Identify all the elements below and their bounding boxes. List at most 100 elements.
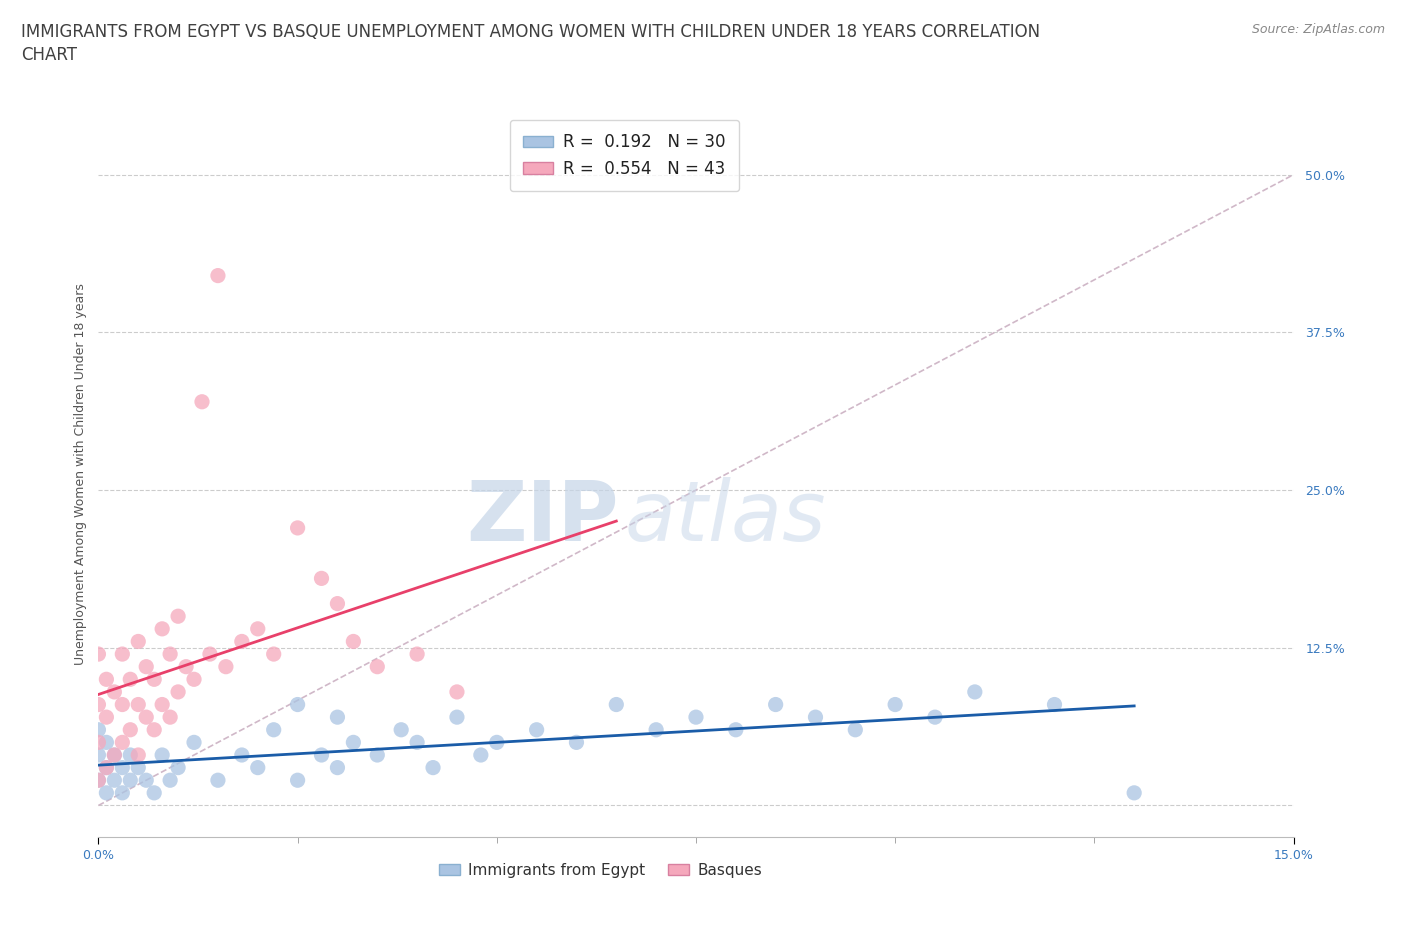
Point [87, 773, 110, 788]
Point [103, 748, 125, 763]
Point [111, 646, 134, 661]
Point [804, 710, 827, 724]
Point [342, 634, 364, 649]
Point [174, 659, 197, 674]
Point [120, 748, 142, 763]
Point [924, 710, 946, 724]
Point [183, 671, 205, 686]
Point [120, 723, 142, 737]
Point [111, 786, 134, 801]
Point [215, 659, 238, 674]
Point [191, 394, 214, 409]
Legend: Immigrants from Egypt, Basques: Immigrants from Egypt, Basques [433, 857, 768, 884]
Point [150, 698, 173, 712]
Point [406, 646, 429, 661]
Point [143, 786, 166, 801]
Point [1043, 698, 1066, 712]
Point [96, 760, 118, 775]
Point [103, 684, 125, 699]
Point [87, 748, 110, 763]
Point [120, 773, 142, 788]
Point [167, 609, 190, 624]
Point [446, 684, 468, 699]
Point [183, 735, 205, 750]
Point [127, 698, 149, 712]
Point [366, 748, 388, 763]
Point [96, 760, 118, 775]
Point [263, 723, 285, 737]
Point [127, 760, 149, 775]
Point [103, 748, 125, 763]
Point [366, 659, 388, 674]
Point [198, 646, 221, 661]
Point [111, 698, 134, 712]
Point [470, 748, 492, 763]
Point [326, 760, 349, 775]
Text: CHART: CHART [21, 46, 77, 64]
Point [111, 760, 134, 775]
Text: ZIP: ZIP [465, 477, 619, 558]
Point [135, 773, 157, 788]
Point [311, 571, 333, 586]
Point [87, 698, 110, 712]
Point [231, 634, 253, 649]
Point [685, 710, 707, 724]
Point [724, 723, 747, 737]
Point [389, 723, 412, 737]
Text: IMMIGRANTS FROM EGYPT VS BASQUE UNEMPLOYMENT AMONG WOMEN WITH CHILDREN UNDER 18 : IMMIGRANTS FROM EGYPT VS BASQUE UNEMPLOY… [21, 23, 1040, 41]
Point [87, 773, 110, 788]
Point [963, 684, 986, 699]
Point [167, 760, 190, 775]
Point [446, 710, 468, 724]
Point [150, 621, 173, 636]
Point [96, 671, 118, 686]
Point [143, 723, 166, 737]
Y-axis label: Unemployment Among Women with Children Under 18 years: Unemployment Among Women with Children U… [75, 284, 87, 665]
Point [231, 748, 253, 763]
Point [167, 684, 190, 699]
Point [246, 621, 269, 636]
Point [127, 748, 149, 763]
Point [159, 773, 181, 788]
Text: atlas: atlas [624, 477, 825, 558]
Point [127, 634, 149, 649]
Point [96, 710, 118, 724]
Point [342, 735, 364, 750]
Point [287, 773, 309, 788]
Point [159, 710, 181, 724]
Point [422, 760, 444, 775]
Point [287, 698, 309, 712]
Point [87, 723, 110, 737]
Point [326, 596, 349, 611]
Point [135, 659, 157, 674]
Point [111, 735, 134, 750]
Point [246, 760, 269, 775]
Point [159, 646, 181, 661]
Point [87, 735, 110, 750]
Point [844, 723, 866, 737]
Point [645, 723, 668, 737]
Point [263, 646, 285, 661]
Text: Source: ZipAtlas.com: Source: ZipAtlas.com [1251, 23, 1385, 36]
Point [207, 268, 229, 283]
Point [406, 735, 429, 750]
Point [287, 521, 309, 536]
Point [103, 773, 125, 788]
Point [311, 748, 333, 763]
Point [207, 773, 229, 788]
Point [765, 698, 787, 712]
Point [96, 735, 118, 750]
Point [87, 646, 110, 661]
Point [150, 748, 173, 763]
Point [1123, 786, 1146, 801]
Point [96, 786, 118, 801]
Point [120, 671, 142, 686]
Point [526, 723, 548, 737]
Point [565, 735, 588, 750]
Point [143, 671, 166, 686]
Point [135, 710, 157, 724]
Point [605, 698, 627, 712]
Point [326, 710, 349, 724]
Point [485, 735, 508, 750]
Point [884, 698, 907, 712]
